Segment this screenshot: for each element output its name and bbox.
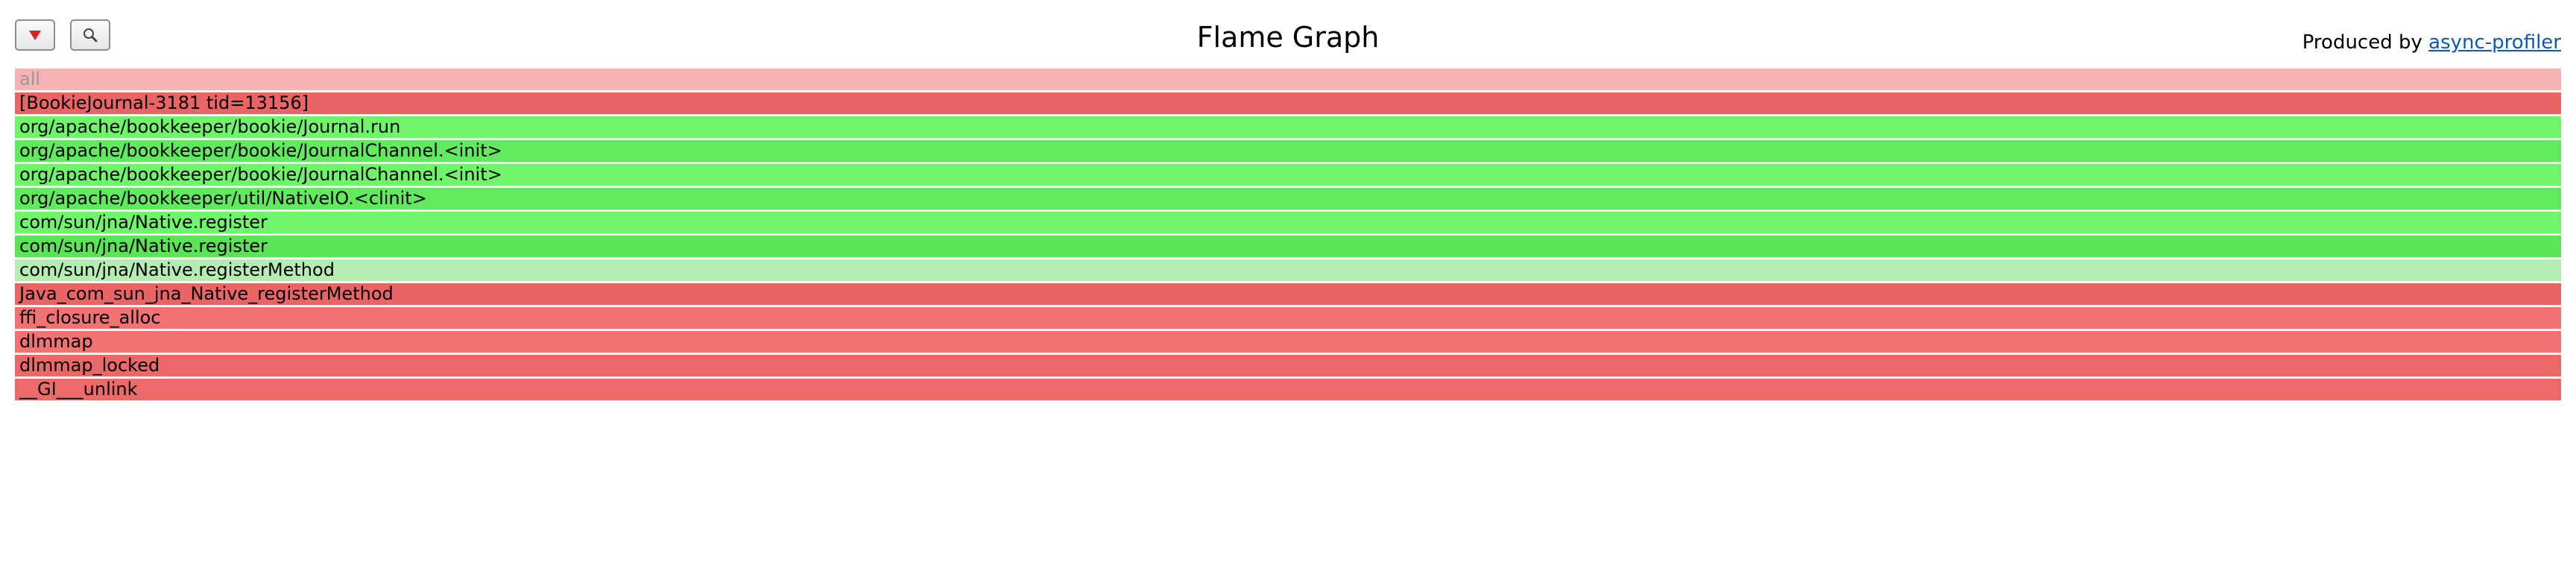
reverse-arrow-icon [29,30,41,40]
produced-by: Produced by async-profiler [2302,30,2561,55]
flame-frame[interactable]: com/sun/jna/Native.register [15,212,2561,233]
flame-frame[interactable]: [BookieJournal-3181 tid=13156] [15,92,2561,114]
flame-frame[interactable]: __GI___unlink [15,379,2561,400]
magnifier-icon [83,28,98,42]
flame-frame[interactable]: all [15,69,2561,90]
flame-frame[interactable]: org/apache/bookkeeper/bookie/JournalChan… [15,140,2561,162]
produced-by-label: Produced by [2302,31,2429,54]
flame-frame[interactable]: com/sun/jna/Native.register [15,236,2561,257]
page-title: Flame Graph [1196,21,1380,54]
search-button[interactable] [70,19,110,51]
async-profiler-link[interactable]: async-profiler [2428,31,2561,54]
flame-frame[interactable]: org/apache/bookkeeper/util/NativeIO.<cli… [15,188,2561,209]
flame-graph: all [BookieJournal-3181 tid=13156] org/apa… [15,69,2561,403]
flame-frame[interactable]: com/sun/jna/Native.registerMethod [15,259,2561,281]
flame-frame[interactable]: org/apache/bookkeeper/bookie/JournalChan… [15,164,2561,186]
reverse-button[interactable] [15,19,55,51]
flame-frame[interactable]: dlmmap [15,331,2561,353]
flame-frame[interactable]: ffi_closure_alloc [15,307,2561,329]
flame-frame[interactable]: org/apache/bookkeeper/bookie/Journal.run [15,116,2561,138]
flame-frame[interactable]: Java_com_sun_jna_Native_registerMethod [15,283,2561,305]
flame-frame[interactable]: dlmmap_locked [15,355,2561,376]
